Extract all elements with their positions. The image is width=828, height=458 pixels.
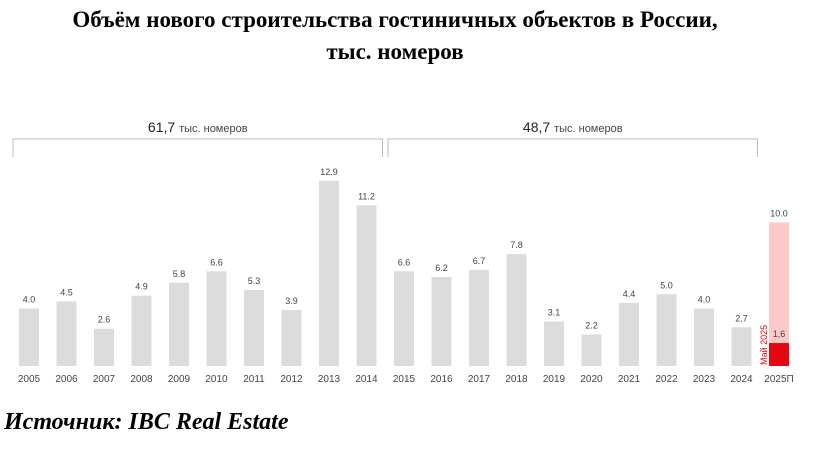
value-label-2005: 4.0 xyxy=(23,295,36,305)
group-total-unit-2: тыс. номеров xyxy=(554,123,623,135)
bar-2023 xyxy=(694,308,714,366)
bar-2007 xyxy=(94,328,114,366)
x-tick-2018: 2018 xyxy=(505,374,528,385)
chart-title-line-1: Объём нового строительства гостиничных о… xyxy=(72,7,718,32)
x-tick-2024: 2024 xyxy=(730,374,753,385)
value-label-2022: 5.0 xyxy=(660,280,673,290)
group-total-unit-1: тыс. номеров xyxy=(179,123,248,135)
value-label-2012: 3.9 xyxy=(285,296,298,306)
value-label-2010: 6.6 xyxy=(210,257,223,267)
x-tick-2012: 2012 xyxy=(280,374,303,385)
value-label-2020: 2.2 xyxy=(585,320,598,330)
value-label-2006: 4.5 xyxy=(60,287,73,297)
bar-2006 xyxy=(56,301,77,366)
value-label-2025П: 10.0 xyxy=(770,209,788,219)
bar-2012 xyxy=(281,310,302,366)
bar-2021 xyxy=(619,302,639,366)
bar-chart: 4.0 2005 4.5 2006 2.6 2007 4.9 2008 5.8 2009 6.6 20… xyxy=(12,119,794,385)
group-bracket-2 xyxy=(387,138,758,157)
bar-2022 xyxy=(656,294,677,366)
x-tick-2022: 2022 xyxy=(655,374,678,385)
value-label-2007: 2.6 xyxy=(98,315,111,325)
group-total-value-1: 61,7 xyxy=(148,119,179,135)
group-total-value-2: 48,7 xyxy=(523,119,554,135)
value-label-2021: 4.4 xyxy=(623,289,636,299)
bar-2010 xyxy=(206,271,227,366)
group-bracket-1 xyxy=(12,138,383,157)
value-label-2019: 3.1 xyxy=(548,308,561,318)
x-tick-2006: 2006 xyxy=(55,374,78,385)
value-label-2015: 6.6 xyxy=(398,257,411,267)
group-total-label-1: 61,7 тыс. номеров xyxy=(148,119,248,135)
value-label-2017: 6.7 xyxy=(473,256,486,266)
value-label-2011: 5.3 xyxy=(248,276,261,286)
bar-2015 xyxy=(394,271,414,366)
source-note: Источник: IBC Real Estate xyxy=(4,409,289,435)
value-label-2023: 4.0 xyxy=(698,295,711,305)
bar-2025П xyxy=(769,222,789,366)
value-label-2008: 4.9 xyxy=(135,282,148,292)
x-tick-2011: 2011 xyxy=(243,374,265,385)
x-tick-2014: 2014 xyxy=(355,374,378,385)
bar-2019 xyxy=(544,321,564,366)
chart-title: Объём нового строительства гостиничных о… xyxy=(0,4,790,68)
highlight-bar-segment xyxy=(769,343,789,366)
x-tick-2005: 2005 xyxy=(18,374,41,385)
x-tick-2017: 2017 xyxy=(468,374,491,385)
value-label-2018: 7.8 xyxy=(510,240,523,250)
x-tick-2007: 2007 xyxy=(93,374,116,385)
x-tick-2023: 2023 xyxy=(693,374,716,385)
value-label-2014: 11.2 xyxy=(358,191,375,201)
bar-2005 xyxy=(19,308,39,366)
bar-2009 xyxy=(169,282,189,366)
bar-2018 xyxy=(506,254,527,366)
group-total-label-2: 48,7 тыс. номеров xyxy=(523,119,623,135)
x-tick-2008: 2008 xyxy=(130,374,153,385)
bar-2020 xyxy=(581,334,602,366)
x-tick-2025П: 2025П xyxy=(764,374,793,385)
value-label-2016: 6.2 xyxy=(435,263,448,273)
x-tick-2019: 2019 xyxy=(543,374,566,385)
x-tick-2010: 2010 xyxy=(205,374,228,385)
highlight-period-label: Май 2025 xyxy=(759,325,769,365)
value-label-2024: 2.7 xyxy=(735,313,748,323)
bar-2008 xyxy=(131,295,152,366)
bar-2017 xyxy=(469,269,489,366)
x-tick-2020: 2020 xyxy=(580,374,603,385)
bar-2024 xyxy=(731,327,752,366)
chart-title-line-2: тыс. номеров xyxy=(326,39,464,64)
x-tick-2016: 2016 xyxy=(430,374,453,385)
x-tick-2009: 2009 xyxy=(168,374,191,385)
x-tick-2021: 2021 xyxy=(618,374,641,385)
bar-2014 xyxy=(356,205,377,366)
highlight-value-label: 1,6 xyxy=(773,329,786,339)
bar-2013 xyxy=(319,180,339,366)
x-tick-2015: 2015 xyxy=(393,374,416,385)
value-label-2009: 5.8 xyxy=(173,269,186,279)
bar-2011 xyxy=(244,289,264,366)
x-tick-2013: 2013 xyxy=(318,374,341,385)
bar-2016 xyxy=(431,277,452,366)
value-label-2013: 12.9 xyxy=(320,167,338,177)
